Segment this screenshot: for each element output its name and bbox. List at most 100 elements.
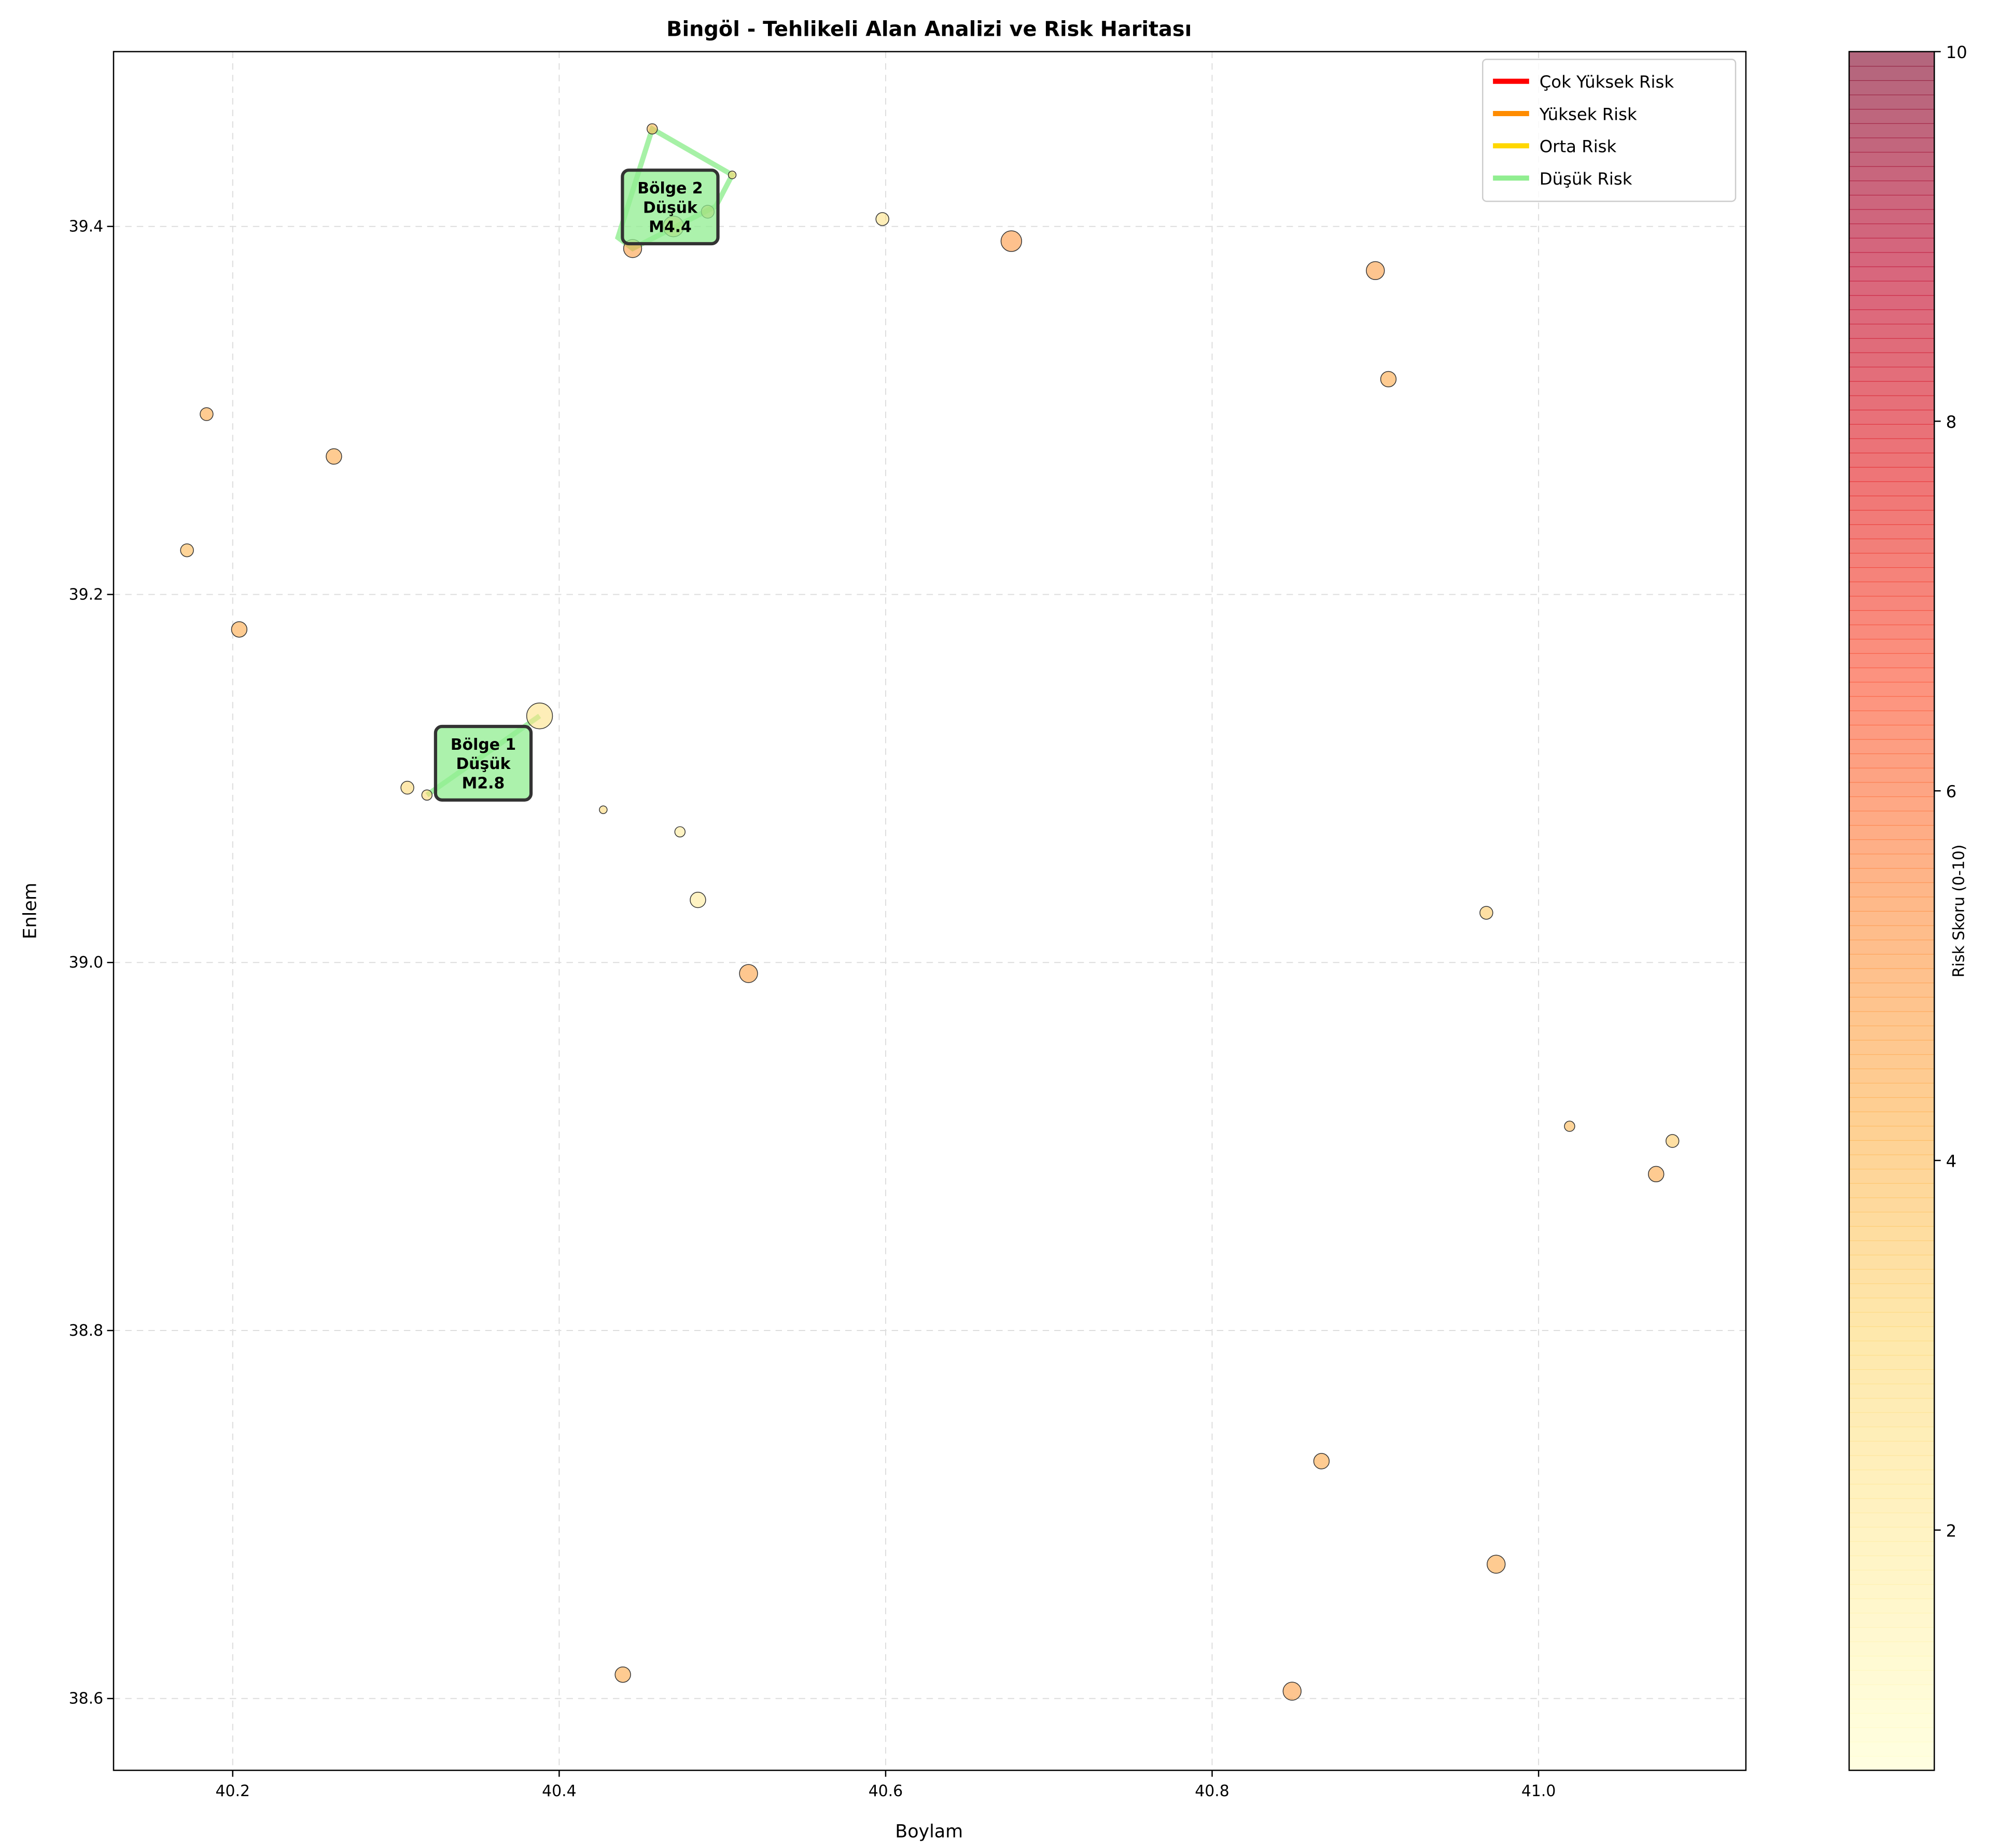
colorbar-segment (1849, 1054, 1935, 1069)
colorbar-segment (1849, 782, 1935, 797)
x-tick-label: 40.4 (542, 1782, 576, 1800)
colorbar-segment (1849, 667, 1935, 683)
colorbar-segment (1849, 1426, 1935, 1442)
x-tick-label: 40.8 (1195, 1782, 1229, 1800)
colorbar-segment (1849, 266, 1935, 282)
point (200, 407, 214, 421)
colorbar-segment (1849, 1483, 1935, 1499)
colorbar-segment (1849, 681, 1935, 697)
point (1564, 1121, 1575, 1132)
point (599, 805, 608, 814)
zone-label: Düşük (643, 199, 698, 217)
zone-label: Bölge 1 (451, 736, 516, 754)
colorbar-segment (1849, 66, 1935, 81)
colorbar-segment (1849, 653, 1935, 668)
colorbar-segment (1849, 295, 1935, 310)
y-axis-label: Enlem (20, 883, 41, 939)
colorbar-segment (1849, 467, 1935, 482)
point (1366, 261, 1385, 281)
colorbar-segment (1849, 911, 1935, 926)
zone-label: M4.4 (649, 218, 692, 236)
point (526, 703, 553, 730)
colorbar-segment (1849, 1340, 1935, 1356)
colorbar-segment (1849, 510, 1935, 525)
colorbar-segment (1849, 1641, 1935, 1657)
y-tick-label: 39.4 (69, 218, 103, 236)
colorbar-segment (1849, 1383, 1935, 1399)
legend-label: Yüksek Risk (1539, 104, 1637, 124)
colorbar-segment (1849, 997, 1935, 1012)
colorbar-segment (1849, 1226, 1935, 1241)
point (728, 171, 737, 179)
point (739, 964, 758, 983)
colorbar-segment (1849, 309, 1935, 325)
point (690, 891, 706, 908)
colorbar-segment (1849, 524, 1935, 539)
colorbar-segment (1849, 1741, 1935, 1757)
point (674, 826, 686, 837)
colorbar-segment (1849, 80, 1935, 95)
colorbar-segment (1849, 1183, 1935, 1198)
colorbar-segment (1849, 1756, 1935, 1771)
point (1479, 906, 1493, 920)
colorbar-segment (1849, 1211, 1935, 1227)
legend-label: Düşük Risk (1540, 169, 1632, 189)
x-tick-label: 40.2 (216, 1782, 250, 1800)
colorbar-segment (1849, 696, 1935, 711)
colorbar-segment (1849, 710, 1935, 726)
colorbar-segment (1849, 352, 1935, 368)
zone-label-box (434, 724, 533, 802)
colorbar-segment (1849, 1555, 1935, 1571)
colorbar-segment (1849, 209, 1935, 225)
colorbar-segment (1849, 381, 1935, 396)
point (231, 621, 248, 638)
colorbar-segment (1849, 1169, 1935, 1184)
colorbar-segment (1849, 1283, 1935, 1298)
colorbar-segment (1849, 1727, 1935, 1743)
colorbar-segment (1849, 1083, 1935, 1098)
colorbar-segment (1849, 1240, 1935, 1256)
colorbar-segment (1849, 882, 1935, 898)
point (400, 780, 414, 795)
colorbar-segment (1849, 839, 1935, 855)
colorbar-segment (1849, 252, 1935, 268)
colorbar-segment (1849, 581, 1935, 597)
colorbar-segment (1849, 639, 1935, 654)
legend-label: Orta Risk (1540, 137, 1617, 157)
colorbar-segment (1849, 123, 1935, 138)
point (326, 448, 342, 465)
colorbar-segment (1849, 724, 1935, 740)
colorbar-segment (1849, 982, 1935, 998)
colorbar-segment (1849, 1297, 1935, 1313)
colorbar-segment (1849, 1126, 1935, 1141)
colorbar-segment (1849, 424, 1935, 439)
colorbar-segment (1849, 1570, 1935, 1585)
colorbar-segment (1849, 1584, 1935, 1599)
colorbar-segment (1849, 1040, 1935, 1055)
colorbar-segment (1849, 739, 1935, 754)
colorbar-segment (1849, 1440, 1935, 1456)
point (1487, 1555, 1506, 1574)
plot-frame (113, 51, 1747, 1771)
colorbar-segment (1849, 281, 1935, 296)
colorbar-segment (1849, 1197, 1935, 1213)
zone-label: Düşük (456, 755, 511, 773)
colorbar-segment (1849, 194, 1935, 210)
y-tick-label: 39.2 (69, 585, 103, 604)
colorbar-tick-label: 2 (1946, 1521, 1957, 1541)
x-tick-label: 40.6 (869, 1782, 903, 1800)
point (180, 543, 194, 557)
colorbar-segment (1849, 237, 1935, 253)
colorbar-segment (1849, 1140, 1935, 1155)
colorbar-frame (1848, 51, 1935, 1771)
chart-title: Bingöl - Tehlikeli Alan Analizi ve Risk … (666, 18, 1192, 41)
point (1380, 371, 1397, 387)
colorbar-segment (1849, 767, 1935, 783)
colorbar-segment (1849, 495, 1935, 511)
colorbar-segment (1849, 1355, 1935, 1370)
legend-box (1481, 59, 1737, 202)
colorbar-segment (1849, 223, 1935, 239)
point (647, 123, 658, 135)
colorbar-segment (1849, 51, 1935, 67)
colorbar-segment (1849, 1412, 1935, 1427)
